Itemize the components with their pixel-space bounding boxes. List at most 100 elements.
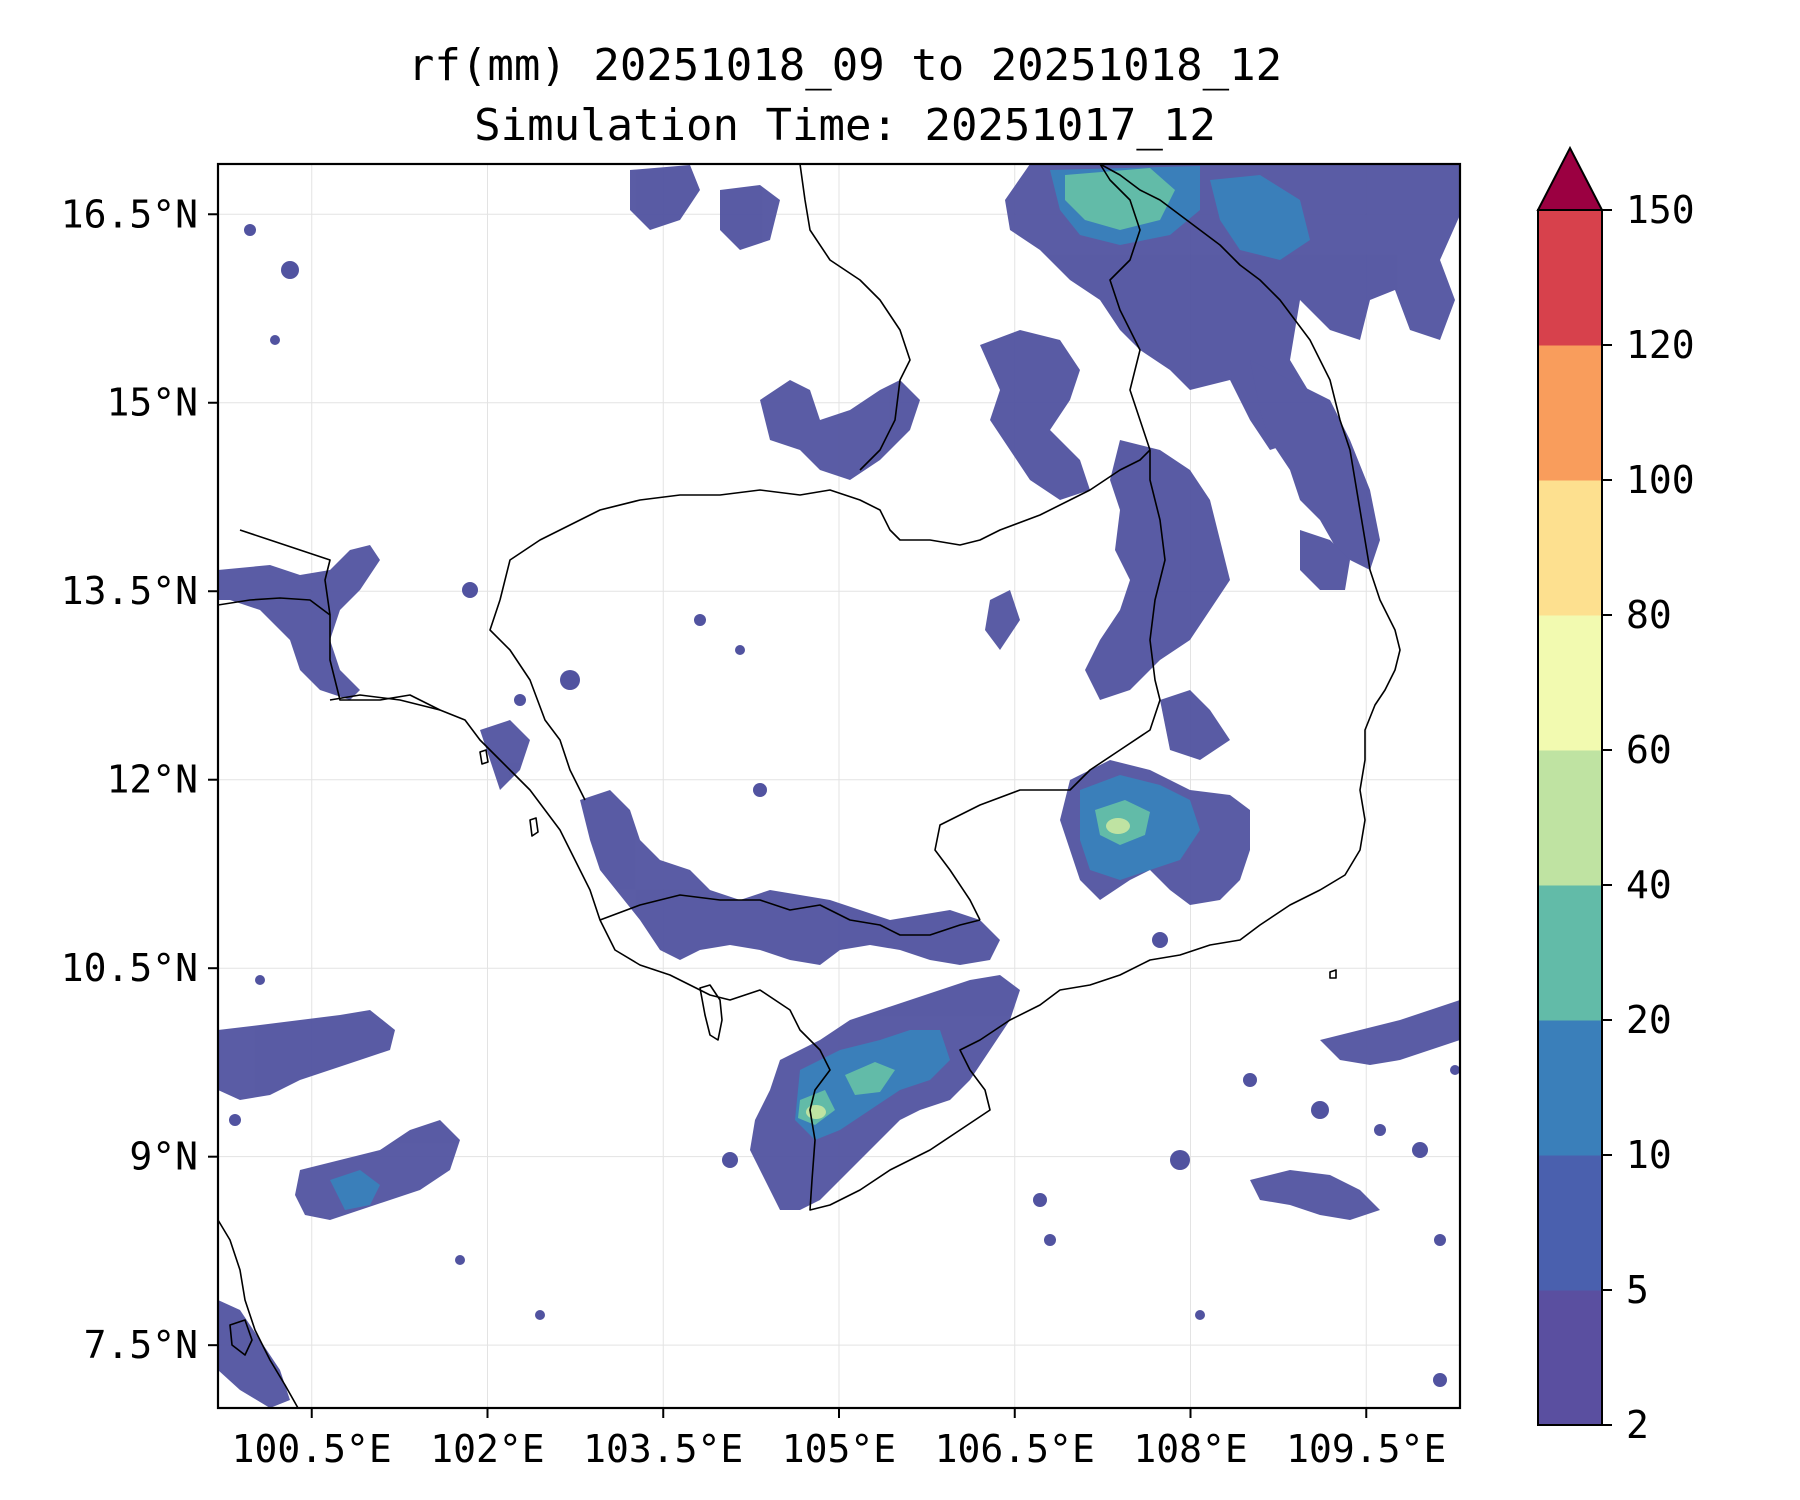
rain-core-northeast-2 xyxy=(1210,175,1310,260)
colorbar-tick-label: 2 xyxy=(1626,1403,1649,1447)
rain-speck xyxy=(462,582,478,598)
coastline-sw-peninsula xyxy=(218,1219,299,1408)
rain-area-thai-cambodia xyxy=(985,590,1020,650)
rain-speck xyxy=(1433,1373,1447,1387)
rain-peak-south-vietnam xyxy=(1106,818,1130,834)
rain-area-west-thai xyxy=(218,545,380,700)
y-tick-label: 7.5°N xyxy=(84,1323,198,1367)
colorbar-tick-label: 150 xyxy=(1626,188,1695,232)
colorbar-tick-label: 20 xyxy=(1626,998,1672,1042)
rain-speck xyxy=(1170,1150,1190,1170)
border-laos-cambodia xyxy=(1099,164,1151,451)
x-tick-label: 109.5°E xyxy=(1286,1427,1446,1471)
rain-speck xyxy=(270,335,280,345)
rain-area-cambodia-south xyxy=(580,790,1000,965)
y-tick-label: 9°N xyxy=(129,1135,198,1179)
rain-area-laos-central xyxy=(980,330,1090,500)
rain-speck xyxy=(694,614,706,626)
y-tick-label: 15°N xyxy=(106,381,198,425)
y-tick-label: 13.5°N xyxy=(61,569,198,613)
colorbar-tick-label: 10 xyxy=(1626,1133,1672,1177)
rain-area-sw-corner xyxy=(218,1300,290,1408)
border-thailand-cambodia xyxy=(239,529,586,801)
precipitation-field xyxy=(218,164,1460,1408)
y-tick-label: 10.5°N xyxy=(61,946,198,990)
colorbar-segment xyxy=(1538,750,1602,886)
rain-speck xyxy=(1412,1142,1428,1158)
island-koh-kong xyxy=(529,817,539,837)
x-tick-label: 102°E xyxy=(430,1427,544,1471)
rain-speck xyxy=(535,1310,545,1320)
border-cambodia-vietnam-south xyxy=(599,894,981,936)
rain-area-cardamom xyxy=(480,720,530,790)
chart-title-line-2: Simulation Time: 20251017_12 xyxy=(474,100,1216,151)
rain-speck xyxy=(1450,1065,1460,1075)
rain-speck xyxy=(735,645,745,655)
colorbar-tick-label: 40 xyxy=(1626,863,1672,907)
rain-speck xyxy=(1311,1101,1329,1119)
border-laos-vietnam xyxy=(934,450,1166,921)
island-phu-quoc xyxy=(699,984,723,1041)
x-tick-label: 105°E xyxy=(782,1427,896,1471)
rain-area-coastal-central xyxy=(1250,360,1380,570)
coastlines-borders xyxy=(218,164,1401,1408)
rain-area-north-laos xyxy=(630,165,700,230)
rain-speck xyxy=(1195,1310,1205,1320)
rain-area-coastal-east xyxy=(1300,530,1350,590)
rain-speck xyxy=(1152,932,1168,948)
colorbar-frame xyxy=(1537,209,1603,1426)
colorbar-segment xyxy=(1538,480,1602,616)
x-axis-ticks: 100.5°E 102°E 103.5°E 105°E 106.5°E 108°E 109.… xyxy=(232,1408,1446,1471)
rain-speck xyxy=(722,1152,738,1168)
rain-area-north-laos-east xyxy=(720,185,780,250)
colorbar-segment xyxy=(1538,1155,1602,1291)
coastline-gulf-thailand xyxy=(218,164,1401,1211)
rain-area-cambodia-north xyxy=(760,380,920,480)
rain-speck xyxy=(281,261,299,279)
rain-speck xyxy=(244,224,256,236)
rain-area-gulf-central xyxy=(295,1120,460,1220)
chart-title-line-1: rf(mm) 20251018_09 to 20251018_12 xyxy=(407,40,1283,91)
colorbar-segment xyxy=(1538,345,1602,481)
rain-speck xyxy=(560,670,580,690)
rain-core-mekong-peak xyxy=(845,1062,895,1095)
rain-speck xyxy=(455,1255,465,1265)
colorbar-tick-label: 100 xyxy=(1626,458,1695,502)
rain-core-northeast-peak xyxy=(1065,168,1175,230)
rain-speck xyxy=(514,694,526,706)
colorbar: 2 5 10 20 40 60 80 100 120 150 xyxy=(1536,145,1695,1447)
rain-speck xyxy=(1374,1124,1386,1136)
colorbar-segment xyxy=(1538,1020,1602,1156)
y-axis-ticks: 7.5°N 9°N 10.5°N 12°N 13.5°N 15°N 16.5°N xyxy=(61,192,218,1367)
island-chang xyxy=(479,749,489,765)
rain-peak-mekong xyxy=(806,1105,826,1119)
rain-area-east-sea xyxy=(1320,1000,1460,1065)
y-tick-label: 16.5°N xyxy=(61,192,198,236)
colorbar-tick-label: 80 xyxy=(1626,593,1672,637)
island-con-dao xyxy=(1329,969,1337,979)
rain-speckles xyxy=(229,224,1460,1387)
rain-speck xyxy=(1033,1193,1047,1207)
colorbar-tick-label: 5 xyxy=(1626,1268,1649,1312)
rain-speck xyxy=(229,1114,241,1126)
colorbar-segment xyxy=(1538,885,1602,1021)
rain-area-gulf-west xyxy=(218,1010,395,1100)
colorbar-segment xyxy=(1538,1290,1602,1426)
rain-area-east-sea-south xyxy=(1250,1170,1380,1220)
x-tick-label: 103.5°E xyxy=(583,1427,743,1471)
rain-area-central-highlands xyxy=(1160,690,1230,760)
x-tick-label: 100.5°E xyxy=(232,1427,392,1471)
rain-area-laos-east xyxy=(1085,440,1230,700)
colorbar-extend-arrow xyxy=(1536,145,1604,211)
rain-core-gulf xyxy=(330,1170,380,1210)
colorbar-segment xyxy=(1538,615,1602,751)
x-tick-label: 106.5°E xyxy=(935,1427,1095,1471)
rain-speck xyxy=(1044,1234,1056,1246)
rain-speck xyxy=(1434,1234,1446,1246)
island-sw-small xyxy=(229,1319,253,1356)
y-tick-label: 12°N xyxy=(106,758,198,802)
border-cambodia-north xyxy=(499,449,1151,601)
colorbar-tick-label: 120 xyxy=(1626,323,1695,367)
border-laos-thailand xyxy=(799,164,911,471)
